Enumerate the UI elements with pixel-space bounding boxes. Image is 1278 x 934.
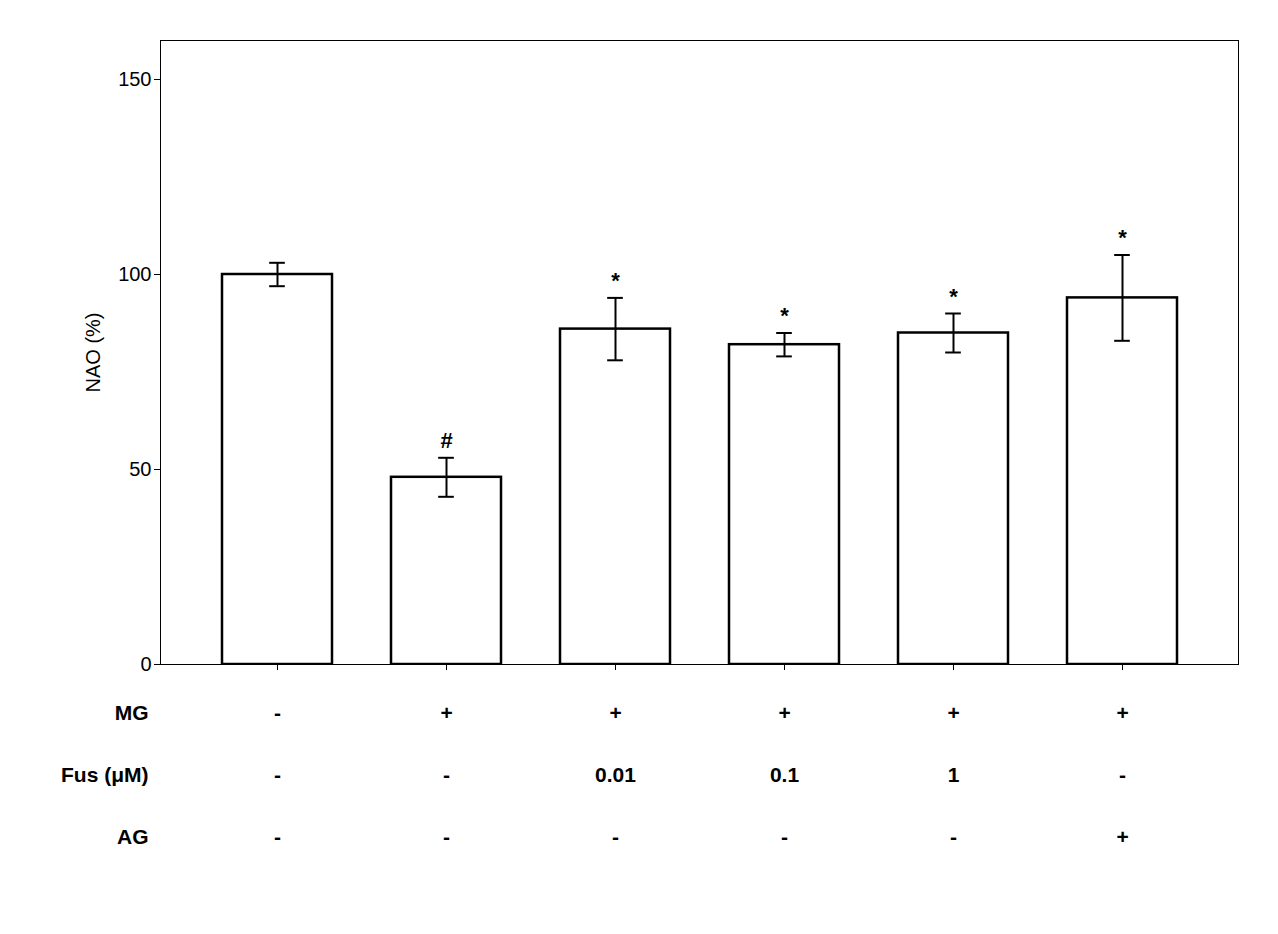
svg-text:+: + bbox=[947, 701, 959, 724]
svg-text:#: # bbox=[440, 428, 452, 453]
svg-text:0.01: 0.01 bbox=[595, 763, 636, 786]
svg-text:+: + bbox=[778, 701, 790, 724]
svg-text:-: - bbox=[1119, 763, 1126, 786]
svg-text:+: + bbox=[440, 701, 452, 724]
svg-text:+: + bbox=[609, 701, 621, 724]
svg-text:+: + bbox=[1116, 701, 1128, 724]
svg-text:MG: MG bbox=[115, 701, 149, 724]
svg-text:Fus (μM): Fus (μM) bbox=[61, 763, 149, 786]
svg-text:-: - bbox=[274, 763, 281, 786]
svg-text:-: - bbox=[950, 825, 957, 848]
svg-text:*: * bbox=[949, 284, 958, 309]
svg-text:*: * bbox=[1118, 225, 1127, 250]
svg-text:150: 150 bbox=[118, 68, 151, 90]
svg-text:100: 100 bbox=[118, 263, 151, 285]
svg-text:AG: AG bbox=[117, 825, 149, 848]
svg-text:50: 50 bbox=[129, 458, 151, 480]
svg-text:*: * bbox=[780, 303, 789, 328]
svg-text:-: - bbox=[274, 701, 281, 724]
svg-text:1: 1 bbox=[948, 763, 960, 786]
svg-text:-: - bbox=[274, 825, 281, 848]
svg-text:-: - bbox=[443, 763, 450, 786]
svg-text:-: - bbox=[443, 825, 450, 848]
svg-text:NAO (%): NAO (%) bbox=[82, 313, 104, 393]
svg-text:*: * bbox=[611, 268, 620, 293]
svg-text:-: - bbox=[781, 825, 788, 848]
svg-text:+: + bbox=[1116, 825, 1128, 848]
svg-text:-: - bbox=[612, 825, 619, 848]
svg-text:0: 0 bbox=[140, 653, 151, 675]
svg-text:0.1: 0.1 bbox=[770, 763, 800, 786]
